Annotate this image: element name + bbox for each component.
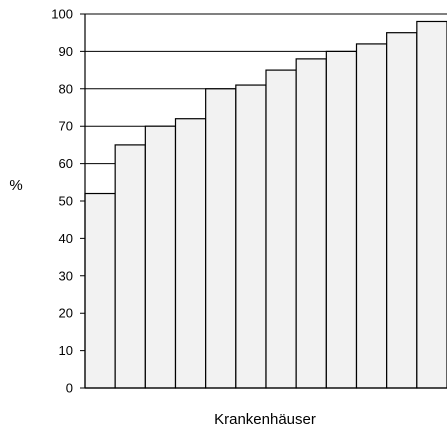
bar [84,192,116,389]
bar [144,125,177,389]
y-axis-ticks: 0 10 20 30 40 50 60 70 80 90 100 [51,7,73,396]
y-tick-label: 70 [59,119,73,134]
bar [235,84,267,389]
y-tick-label: 80 [59,81,73,96]
y-tick-label: 60 [59,156,73,171]
y-tick-label: 20 [59,306,73,321]
y-tick-label: 10 [59,343,73,358]
bar [174,118,207,389]
bar [416,20,447,389]
y-tick-label: 40 [59,231,73,246]
bar [355,43,388,389]
bars [84,20,447,389]
y-tick-label: 100 [51,7,73,22]
bar [386,32,418,389]
bar [295,58,327,389]
bar [325,50,358,389]
y-tick-label: 50 [59,194,73,209]
bar [265,69,297,389]
y-tick-label: 0 [66,381,73,396]
y-axis-label: % [9,177,22,194]
x-axis-label: Krankenhäuser [214,411,316,428]
bar [205,88,237,389]
y-tick-label: 90 [59,44,73,59]
bar [114,144,146,389]
y-tick-label: 30 [59,268,73,283]
